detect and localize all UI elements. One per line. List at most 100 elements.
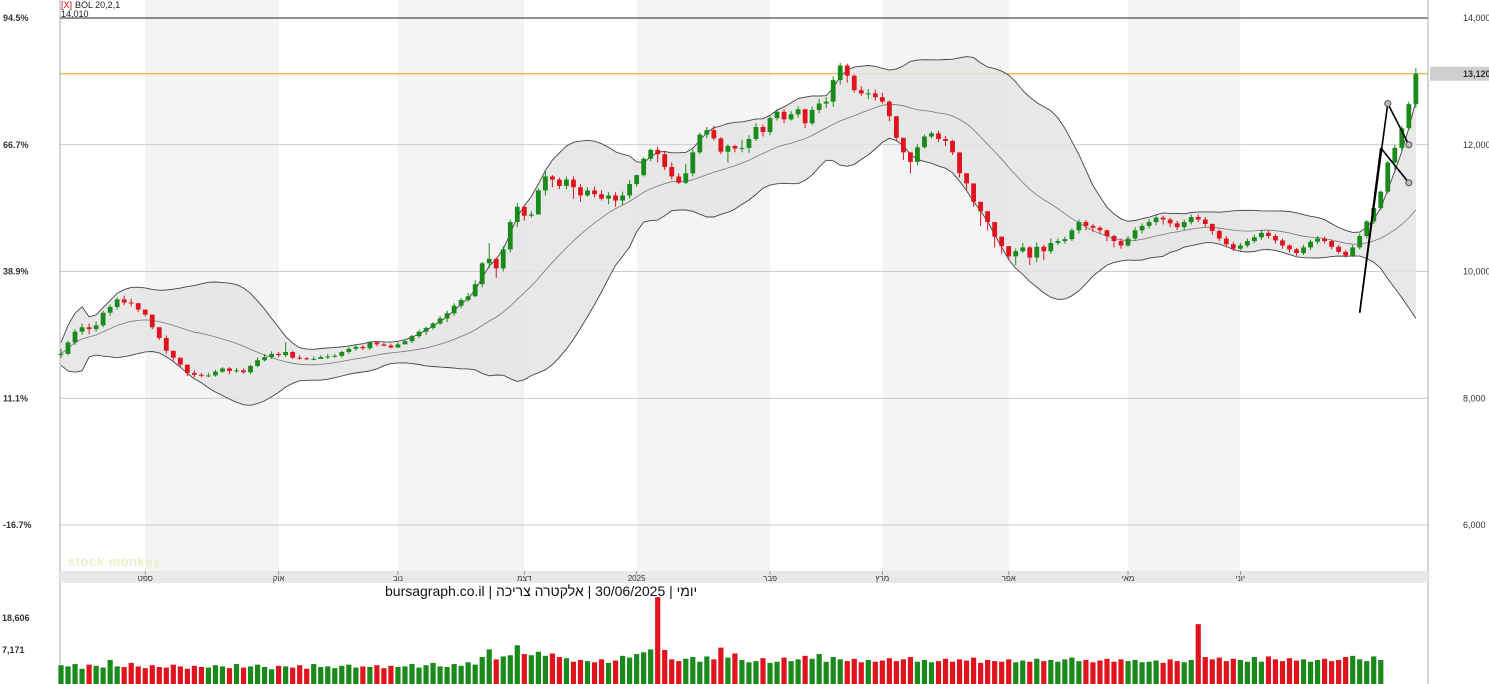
volume-bar <box>458 665 464 684</box>
volume-bar <box>381 668 387 684</box>
candle-body <box>830 80 836 102</box>
volume-bar <box>535 651 541 684</box>
candle-body <box>1076 222 1082 231</box>
candle-body <box>290 351 296 358</box>
volume-bar <box>641 652 647 684</box>
candle-body <box>149 314 155 328</box>
candle-body <box>964 173 969 184</box>
volume-bar <box>528 655 534 684</box>
candle-body <box>1364 221 1370 237</box>
volume-bar <box>219 666 226 684</box>
volume-bar <box>1230 658 1236 684</box>
indicator-value: 14,010 <box>61 9 89 19</box>
candle-body <box>163 338 169 351</box>
volume-bar <box>72 664 78 684</box>
volume-bar <box>1160 662 1166 684</box>
volume-bar <box>1216 657 1222 684</box>
candle-body <box>634 175 640 185</box>
volume-bar <box>283 666 289 684</box>
candle-body <box>1104 230 1110 237</box>
candle-body <box>234 370 239 372</box>
candle-body <box>121 299 127 303</box>
candle-body <box>458 300 464 306</box>
candle-body <box>697 134 703 153</box>
percent-tick-label: 94.5% <box>3 13 29 23</box>
volume-bar <box>58 665 64 684</box>
candle-body <box>1357 236 1363 248</box>
candle-body <box>1202 219 1208 224</box>
candle-body <box>79 327 85 332</box>
volume-bar <box>121 666 127 684</box>
volume-bar <box>872 661 878 684</box>
volume-bar <box>1090 662 1096 684</box>
volume-bar <box>1237 659 1243 684</box>
volume-bar <box>809 658 815 684</box>
volume-bar <box>437 666 443 684</box>
pattern-line <box>1387 103 1410 146</box>
volume-bar <box>479 657 485 684</box>
candle-body <box>227 368 232 371</box>
volume-bar <box>816 654 822 684</box>
candle-body <box>767 118 773 133</box>
volume-bars: 18,606 7,171 <box>2 597 1384 684</box>
candle-body <box>1315 238 1320 242</box>
candle-body <box>1055 241 1061 243</box>
candle-body <box>1006 246 1012 257</box>
volume-bar <box>963 660 970 684</box>
volume-bar <box>1209 659 1215 684</box>
volume-bar <box>269 669 275 684</box>
candle-body <box>627 184 633 196</box>
volume-bar <box>1083 659 1089 684</box>
month-label: מרץ <box>875 574 889 583</box>
volume-bar <box>570 661 577 684</box>
candle-body <box>1132 230 1138 239</box>
candle-body <box>93 325 99 330</box>
volume-bar <box>149 665 155 684</box>
volume-bar <box>198 666 204 684</box>
candle-body <box>58 353 64 355</box>
candle-body <box>1020 247 1026 252</box>
candle-body <box>213 371 218 376</box>
candle-body <box>1167 219 1173 224</box>
indicator-tag[interactable]: [X] <box>61 0 72 10</box>
volume-bar <box>1139 662 1145 684</box>
volume-bar <box>1076 661 1082 684</box>
volume-bar <box>851 658 857 684</box>
candle-body <box>1125 238 1131 246</box>
volume-bar <box>1069 657 1075 684</box>
volume-bar <box>1097 660 1103 684</box>
candle-body <box>1259 232 1264 238</box>
candle-body <box>374 342 380 345</box>
candle-body <box>901 137 906 153</box>
candle-body <box>72 331 78 343</box>
volume-bar <box>605 662 612 684</box>
volume-bar <box>788 661 794 684</box>
candle-body <box>823 101 829 104</box>
volume-bar <box>1223 661 1229 684</box>
candle-body <box>416 331 422 337</box>
volume-bar <box>500 656 506 684</box>
volume-bar <box>430 662 436 684</box>
volume-bar <box>191 665 197 684</box>
volume-bar <box>486 649 492 684</box>
candle-body <box>613 195 618 201</box>
volume-bar <box>1307 661 1314 684</box>
candle-body <box>781 111 787 120</box>
volume-bar <box>332 668 338 684</box>
volume-bar <box>683 658 689 684</box>
candle-body <box>788 114 794 120</box>
volume-bar <box>1013 662 1019 684</box>
band-upper <box>60 56 1417 350</box>
candle-body <box>346 348 352 352</box>
candle-body <box>283 351 289 356</box>
volume-bar <box>1357 659 1363 684</box>
candle-body <box>465 296 471 301</box>
volume-tick-label: 18,606 <box>2 613 30 623</box>
candle-body <box>550 176 555 180</box>
percent-tick-label: 11.1% <box>3 393 28 403</box>
candle-body <box>1308 241 1313 248</box>
volume-bar <box>240 667 247 684</box>
candle-body <box>1034 246 1040 258</box>
volume-bar <box>914 661 921 684</box>
volume-bar <box>205 667 212 684</box>
